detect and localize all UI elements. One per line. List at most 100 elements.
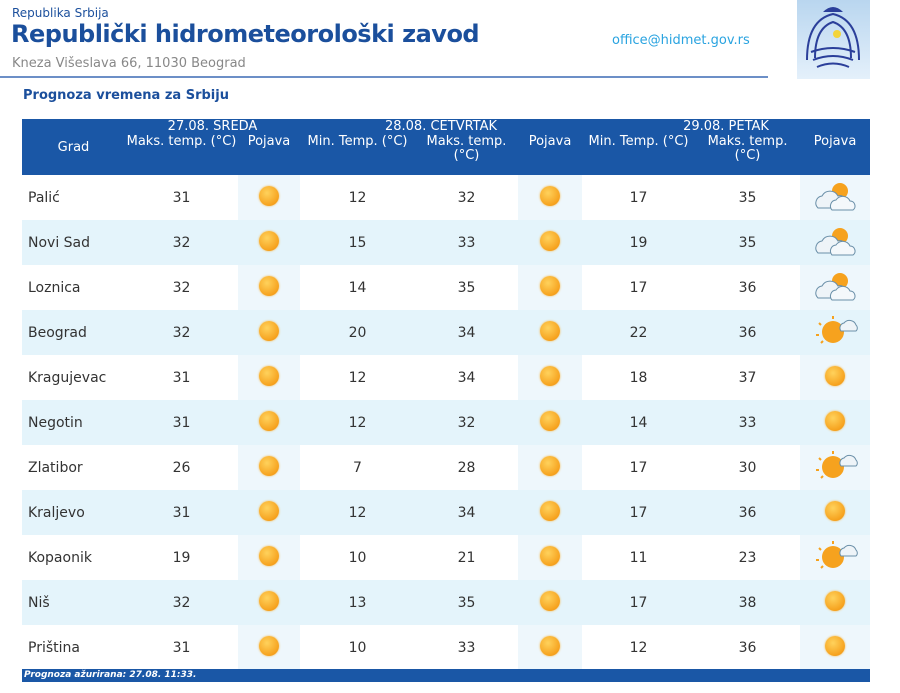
sun-icon — [259, 185, 279, 206]
cell-d2min: 14 — [348, 279, 367, 296]
day-header-3: 29.08. PETAK — [582, 119, 871, 135]
cell-d3max: 36 — [695, 310, 801, 355]
sun-icon — [259, 455, 279, 476]
table-row: Kraljevo 31 12 34 17 36 — [22, 490, 871, 535]
cell-d3min: 14 — [582, 400, 696, 445]
weather-cell — [800, 355, 871, 400]
weather-cell — [800, 265, 871, 310]
day-header-1: 27.08. SREDA — [125, 119, 300, 135]
sun-icon — [259, 275, 279, 296]
logo — [797, 0, 870, 79]
cell-d3max: 35 — [738, 189, 757, 206]
cell-d1max: 19 — [172, 549, 191, 566]
weather-cell — [800, 625, 871, 670]
col-phen: Pojava — [800, 135, 871, 175]
weather-cell — [238, 175, 300, 220]
col-phen: Pojava — [238, 135, 300, 175]
cell-d2max: 21 — [457, 549, 476, 566]
weather-cell — [238, 400, 300, 445]
weather-cell — [518, 265, 583, 310]
table-row: Priština 31 10 33 12 36 — [22, 625, 871, 670]
cell-city: Priština — [28, 639, 80, 656]
cell-d1max: 32 — [125, 580, 238, 625]
cell-d2min: 10 — [348, 639, 367, 656]
email-link[interactable]: office@hidmet.gov.rs — [612, 33, 750, 48]
table-row: Kopaonik 19 10 21 11 23 — [22, 535, 871, 580]
table-row: Niš 32 13 35 17 38 — [22, 580, 871, 625]
sun-icon — [825, 365, 846, 386]
sun-with-cloud-icon — [816, 450, 858, 479]
cell-d2min: 12 — [348, 189, 367, 206]
sun-icon — [259, 365, 279, 386]
weather-cell — [238, 265, 300, 310]
cell-d3min: 22 — [582, 310, 696, 355]
table-row: Beograd 32 20 34 22 36 — [22, 310, 871, 355]
cell-d2max: 34 — [457, 369, 476, 386]
weather-cell — [238, 355, 300, 400]
cell-city: Beograd — [22, 310, 125, 355]
weather-cell — [238, 310, 300, 355]
cell-d3min: 17 — [629, 459, 648, 476]
cell-d1max: 32 — [125, 220, 238, 265]
col-max: Maks. temp. (°C) — [415, 135, 518, 175]
sun-icon — [259, 320, 279, 341]
weather-cell — [238, 580, 300, 625]
weather-cell — [800, 490, 871, 535]
cell-d2min: 12 — [300, 400, 415, 445]
sun-icon — [825, 635, 846, 656]
cell-d2max: 32 — [457, 189, 476, 206]
sun-with-cloud-icon — [816, 540, 858, 569]
sun-icon — [540, 410, 560, 431]
weather-cell — [518, 490, 583, 535]
cell-d2min: 13 — [300, 580, 415, 625]
weather-cell — [800, 445, 871, 490]
cell-d1max: 31 — [125, 490, 238, 535]
weather-cell — [238, 625, 300, 670]
divider — [0, 76, 768, 78]
cell-d1max: 32 — [125, 310, 238, 355]
table-row: Kragujevac 31 12 34 18 37 — [22, 355, 871, 400]
cell-d1max: 32 — [172, 279, 191, 296]
weather-cell — [518, 400, 583, 445]
cell-d3max: 30 — [738, 459, 757, 476]
weather-cell — [518, 535, 583, 580]
sun-icon — [259, 500, 279, 521]
sun-icon — [540, 500, 560, 521]
cell-d2max: 34 — [415, 310, 518, 355]
address: Kneza Višeslava 66, 11030 Beograd — [12, 56, 246, 71]
cell-city: Novi Sad — [22, 220, 125, 265]
cell-d3max: 36 — [738, 279, 757, 296]
sun-icon — [259, 410, 279, 431]
col-phen: Pojava — [518, 135, 583, 175]
cell-city: Zlatibor — [28, 459, 83, 476]
cell-d3min: 18 — [629, 369, 648, 386]
weather-cell — [518, 355, 583, 400]
cell-d3max: 23 — [738, 549, 757, 566]
cell-d3min: 17 — [629, 189, 648, 206]
cell-d3max: 36 — [695, 490, 801, 535]
sun-icon — [825, 410, 846, 431]
sun-icon — [825, 500, 846, 521]
weather-cell — [518, 220, 583, 265]
cell-d2max: 35 — [415, 580, 518, 625]
cell-d2min: 15 — [300, 220, 415, 265]
col-city: Grad — [22, 135, 125, 175]
cell-d2max: 33 — [457, 639, 476, 656]
sun-icon — [540, 185, 560, 206]
cell-city: Negotin — [22, 400, 125, 445]
cell-d3max: 33 — [695, 400, 801, 445]
weather-cell — [518, 580, 583, 625]
weather-cell — [800, 535, 871, 580]
cell-d3max: 38 — [695, 580, 801, 625]
table-row: Loznica 32 14 35 17 36 — [22, 265, 871, 310]
sun-icon — [540, 365, 560, 386]
cell-d3min: 17 — [629, 279, 648, 296]
cell-d2min: 7 — [353, 459, 362, 476]
table-row: Palić 31 12 32 17 35 — [22, 175, 871, 220]
cell-d2min: 12 — [348, 369, 367, 386]
cell-d1max: 31 — [172, 189, 191, 206]
cell-d3min: 11 — [629, 549, 648, 566]
cell-city: Kopaonik — [28, 549, 92, 566]
cell-d3min: 19 — [582, 220, 696, 265]
cell-d2max: 33 — [415, 220, 518, 265]
